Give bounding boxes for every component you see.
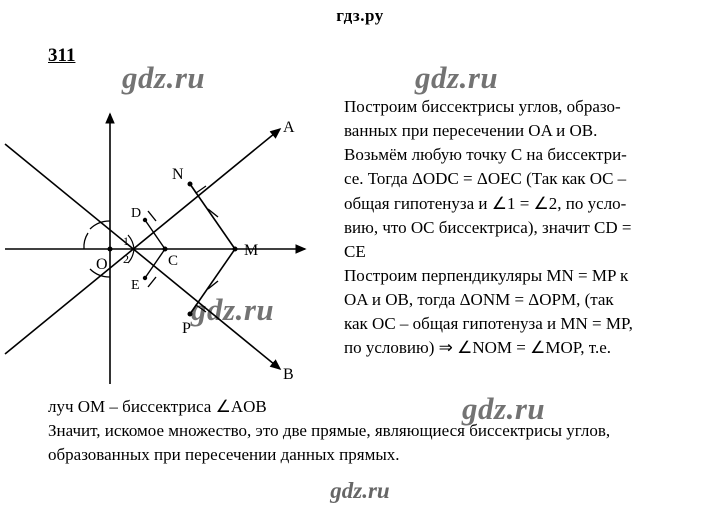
line: луч OM – биссектриса ∠AOB: [48, 395, 678, 419]
line: CE: [344, 240, 688, 264]
svg-text:D: D: [131, 206, 141, 221]
geometry-diagram: A B O M N P C D E 1 2: [0, 99, 330, 399]
problem-number: 311: [48, 45, 75, 67]
svg-text:2: 2: [123, 252, 129, 266]
line: Значит, искомое множество, это две прямы…: [48, 419, 678, 443]
line: вию, что OC биссектриса), значит CD =: [344, 216, 688, 240]
svg-text:P: P: [182, 320, 191, 337]
solution-text-bottom: луч OM – биссектриса ∠AOB Значит, искомо…: [48, 395, 678, 467]
svg-text:B: B: [283, 366, 294, 383]
line: Построим перпендикуляры MN = MP к: [344, 264, 688, 288]
line: Возьмём любую точку C на биссектри-: [344, 143, 688, 167]
footer-watermark: gdz.ru: [0, 478, 720, 504]
line: OA и OB, тогда ΔONM = ΔOPM, (так: [344, 288, 688, 312]
line: образованных при пересечении данных прям…: [48, 443, 678, 467]
line: по условию) ⇒ ∠NOM = ∠MOP, т.е.: [344, 336, 688, 360]
svg-text:M: M: [244, 242, 258, 259]
svg-text:N: N: [172, 166, 184, 183]
svg-text:A: A: [283, 119, 295, 136]
svg-text:1: 1: [123, 234, 129, 248]
svg-text:E: E: [131, 278, 140, 293]
line: общая гипотенуза и ∠1 = ∠2, по усло-: [344, 192, 688, 216]
watermark: gdz.ru: [122, 60, 205, 96]
line: как OC – общая гипотенуза и MN = MP,: [344, 312, 688, 336]
solution-text-right: Построим биссектрисы углов, образо- ванн…: [344, 95, 688, 360]
site-header: гдз.ру: [0, 0, 720, 26]
svg-text:C: C: [168, 253, 178, 269]
watermark: gdz.ru: [415, 60, 498, 96]
svg-text:O: O: [96, 256, 108, 273]
line: се. Тогда ΔODC = ΔOEC (Так как OC –: [344, 167, 688, 191]
line: ванных при пересечении OA и OB.: [344, 119, 688, 143]
line: Построим биссектрисы углов, образо-: [344, 95, 688, 119]
